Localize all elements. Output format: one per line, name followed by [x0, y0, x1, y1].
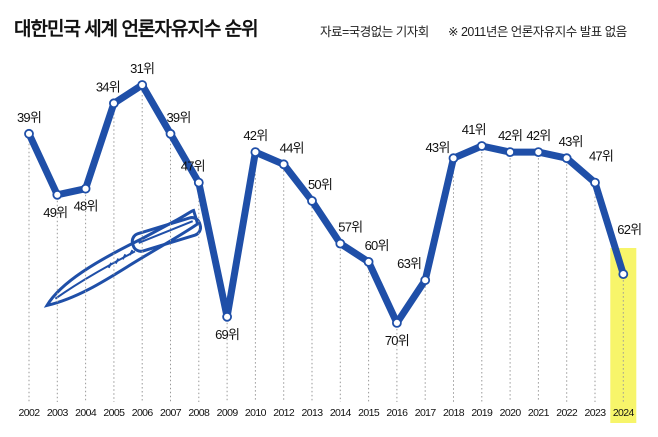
x-tick-label: 2004	[75, 407, 97, 419]
data-label: 60위	[365, 238, 389, 253]
source-note: 자료=국경없는 기자회	[320, 25, 429, 39]
data-label: 42위	[498, 128, 522, 143]
data-label: 63위	[397, 256, 421, 271]
x-tick-label: 2005	[103, 407, 125, 419]
data-label: 39위	[17, 110, 41, 125]
x-tick-label: 2016	[386, 407, 408, 419]
chart-title: 대한민국 세계 언론자유지수 순위	[14, 19, 259, 40]
data-point	[137, 80, 148, 90]
data-point	[420, 275, 431, 286]
x-tick-label: 2012	[273, 407, 295, 419]
x-tick-label: 2006	[132, 407, 154, 419]
data-label: 62위	[617, 222, 641, 237]
x-tick-label: 2007	[160, 407, 182, 419]
x-tick-label: 2024	[613, 407, 635, 419]
data-point	[618, 269, 629, 280]
data-label: 31위	[130, 61, 154, 76]
data-point	[505, 147, 516, 158]
data-point	[391, 317, 402, 328]
x-tick-label: 2009	[217, 407, 239, 419]
x-tick-label: 2008	[188, 407, 210, 419]
data-label: 49위	[43, 205, 67, 220]
x-tick-label: 2023	[585, 407, 607, 419]
data-point	[24, 128, 34, 139]
data-label: 34위	[96, 79, 120, 94]
data-point	[222, 311, 233, 322]
footnote: ※ 2011년은 언론자유지수 발표 없음	[448, 25, 627, 39]
data-label: 41위	[462, 122, 486, 137]
data-label: 39위	[166, 110, 190, 125]
data-label: 47위	[589, 149, 613, 164]
x-tick-label: 2002	[19, 407, 41, 419]
data-label: 42위	[243, 128, 267, 143]
knife-illustration	[43, 208, 203, 308]
data-label: 44위	[280, 140, 304, 155]
data-label: 42위	[526, 128, 550, 143]
data-label: 43위	[425, 140, 449, 155]
data-point	[533, 147, 544, 158]
x-tick-label: 2018	[443, 407, 465, 419]
data-point	[278, 159, 289, 170]
x-tick-label: 2014	[330, 407, 352, 419]
x-tick-label: 2020	[500, 407, 522, 419]
data-point	[80, 183, 91, 194]
data-label: 50위	[308, 177, 332, 192]
data-label: 70위	[385, 333, 409, 348]
data-point	[165, 128, 176, 139]
data-point	[590, 177, 600, 188]
data-point	[109, 98, 119, 109]
x-tick-label: 2019	[471, 407, 493, 419]
x-tick-label: 2013	[302, 407, 324, 419]
data-point	[448, 153, 459, 164]
data-label: 43위	[559, 134, 583, 149]
data-point	[363, 256, 374, 267]
x-tick-label: 2021	[528, 407, 550, 419]
x-tick-label: 2017	[415, 407, 437, 419]
data-point	[250, 147, 261, 158]
data-label: 47위	[181, 159, 205, 174]
data-label: 48위	[74, 199, 98, 214]
data-label: 69위	[215, 327, 239, 342]
x-tick-label: 2015	[358, 407, 380, 419]
data-point	[561, 153, 572, 164]
x-tick-label: 2010	[245, 407, 267, 419]
x-tick-label: 2003	[47, 407, 69, 419]
x-tick-label: 2022	[556, 407, 578, 419]
data-point	[193, 177, 204, 188]
data-point	[307, 195, 317, 206]
data-label: 57위	[338, 220, 362, 235]
data-point	[476, 141, 487, 151]
series-line	[25, 81, 627, 327]
data-point	[335, 238, 346, 249]
data-point	[52, 189, 63, 200]
